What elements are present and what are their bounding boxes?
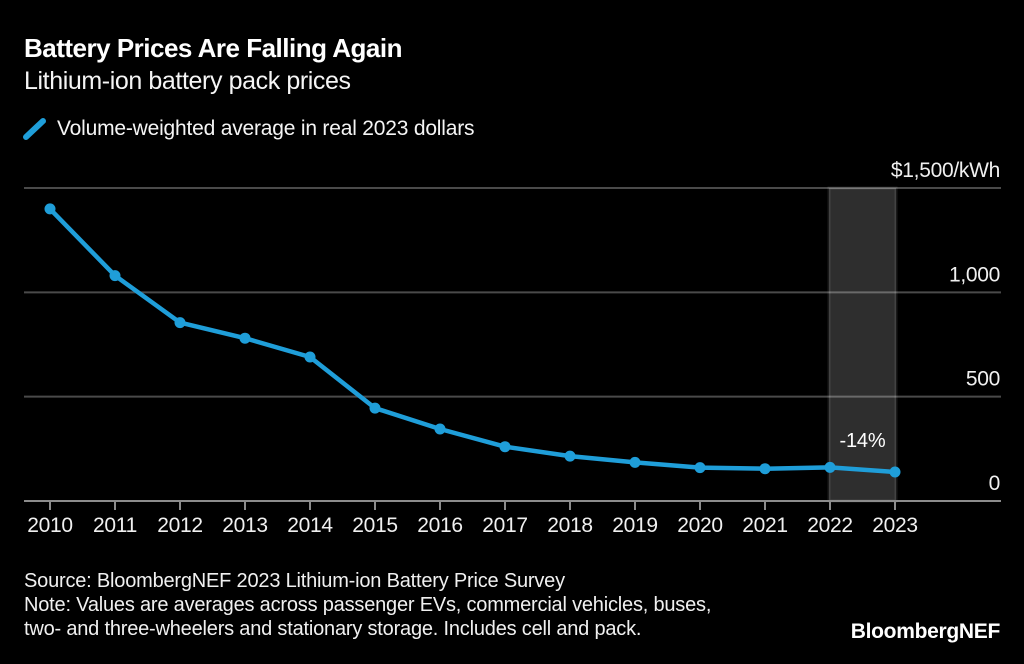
y-tick-label: $1,500/kWh — [891, 159, 1000, 182]
data-point-2020 — [694, 462, 706, 474]
x-tick-label: 2016 — [417, 514, 463, 537]
x-tick-label: 2017 — [482, 514, 528, 537]
blue-slash-icon — [23, 118, 46, 140]
x-tick-label: 2019 — [612, 514, 658, 537]
x-tick-label: 2014 — [287, 514, 333, 537]
pct-change-annotation: -14% — [839, 430, 886, 452]
data-point-2019 — [629, 456, 641, 468]
data-point-2013 — [239, 332, 251, 344]
bloombergnef-logo: BloombergNEF — [850, 620, 1001, 643]
legend-series-label: Volume-weighted average in real 2023 dol… — [57, 117, 475, 140]
data-point-2023 — [889, 466, 901, 478]
price-line — [47, 206, 898, 475]
data-point-2010 — [44, 203, 56, 215]
data-point-2017 — [499, 441, 511, 453]
y-tick-label: 0 — [989, 472, 1000, 495]
x-tick-label: 2018 — [547, 514, 593, 537]
x-tick-label: 2011 — [93, 514, 137, 537]
x-tick-label: 2023 — [872, 514, 918, 537]
data-point-2022 — [824, 461, 836, 473]
data-point-2015 — [369, 402, 381, 414]
note-line-1: Note: Values are averages across passeng… — [24, 594, 712, 616]
source-note: Source: BloombergNEF 2023 Lithium-ion Ba… — [24, 569, 711, 641]
highlight-band — [827, 186, 898, 503]
y-tick-label: 1,000 — [949, 263, 1000, 286]
x-tick-label: 2015 — [352, 514, 398, 537]
x-tick-label: 2013 — [222, 514, 268, 537]
data-point-2018 — [564, 450, 576, 462]
legend: Volume-weighted average in real 2023 dol… — [22, 115, 475, 143]
chart-subtitle: Lithium-ion battery pack prices — [24, 67, 351, 95]
x-tick-label: 2010 — [27, 514, 73, 537]
chart-title: Battery Prices Are Falling Again — [24, 33, 402, 63]
x-tick-label: 2012 — [157, 514, 203, 537]
x-tick-label: 2021 — [742, 514, 788, 537]
data-point-2016 — [434, 423, 446, 435]
data-point-2012 — [174, 317, 186, 329]
data-point-2014 — [304, 351, 316, 363]
y-tick-label: 500 — [966, 368, 1000, 391]
note-line-2: two- and three-wheelers and stationary s… — [24, 618, 642, 640]
source-line: Source: BloombergNEF 2023 Lithium-ion Ba… — [24, 570, 565, 592]
x-tick-label: 2022 — [807, 514, 853, 537]
data-point-2021 — [759, 463, 771, 475]
data-point-2011 — [109, 270, 121, 282]
x-tick-label: 2020 — [677, 514, 723, 537]
